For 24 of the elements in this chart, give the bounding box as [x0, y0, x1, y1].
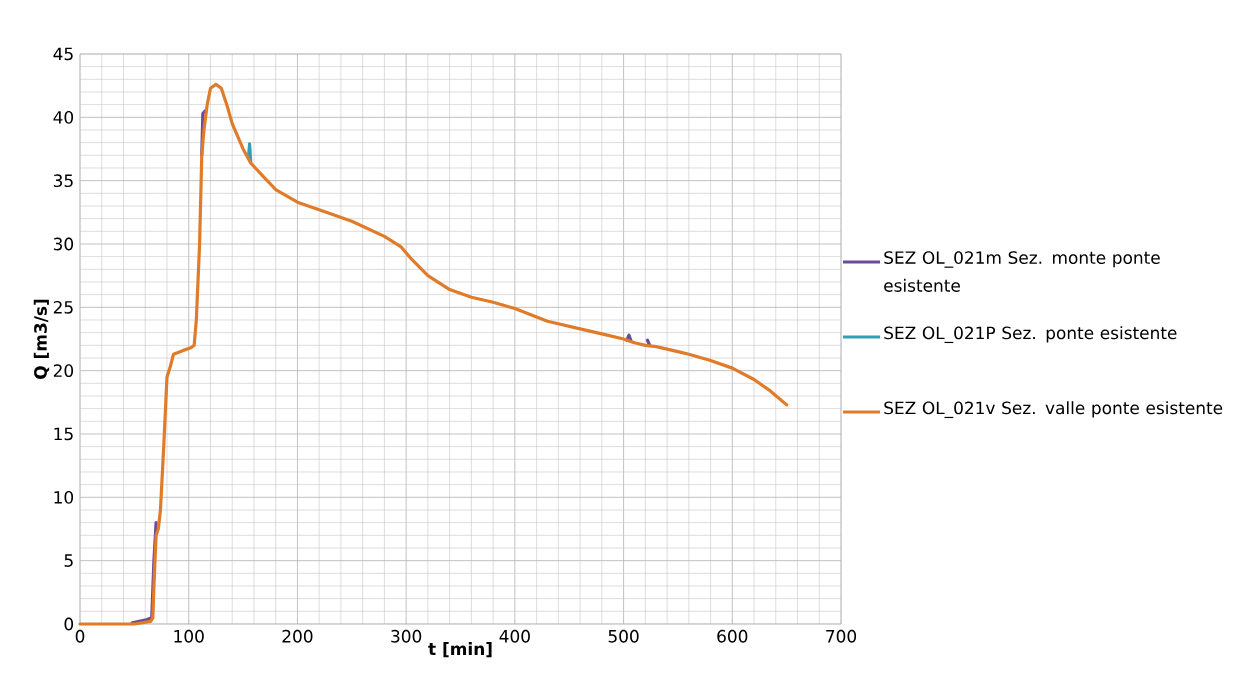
y-tick-label: 5	[64, 554, 73, 567]
y-axis-title: Q [m3/s]	[33, 299, 50, 379]
legend-label: SEZ OL_021v Sez. valle ponte esistente	[884, 401, 1223, 419]
x-tick-label: 600	[717, 629, 748, 643]
x-tick-label: 0	[75, 629, 85, 643]
y-tick-label: 0	[64, 617, 74, 631]
x-tick-label: 100	[174, 629, 204, 643]
x-tick-label: 300	[391, 629, 422, 643]
line-series	[78, 82, 789, 626]
y-tick-label: 20	[53, 364, 74, 378]
y-tick-label: 25	[53, 300, 73, 314]
y-tick-label: 45	[53, 47, 73, 61]
y-tick-label: 10	[54, 490, 74, 504]
y-tick-label: 35	[53, 174, 73, 188]
legend-label: SEZ OL_021P Sez. ponte esistente	[884, 326, 1177, 344]
y-tick-label: 40	[53, 110, 74, 124]
x-tick-label: 200	[282, 629, 313, 643]
y-tick-label: 15	[54, 427, 73, 441]
x-axis-title: t [min]	[428, 642, 492, 658]
y-tick-label: 30	[53, 237, 74, 251]
legend-label: SEZ OL_021m Sez. monte ponte esistente	[884, 251, 1160, 292]
x-tick-label: 700	[826, 629, 857, 643]
x-tick-label: 400	[499, 629, 530, 643]
x-tick-label: 500	[608, 629, 639, 643]
